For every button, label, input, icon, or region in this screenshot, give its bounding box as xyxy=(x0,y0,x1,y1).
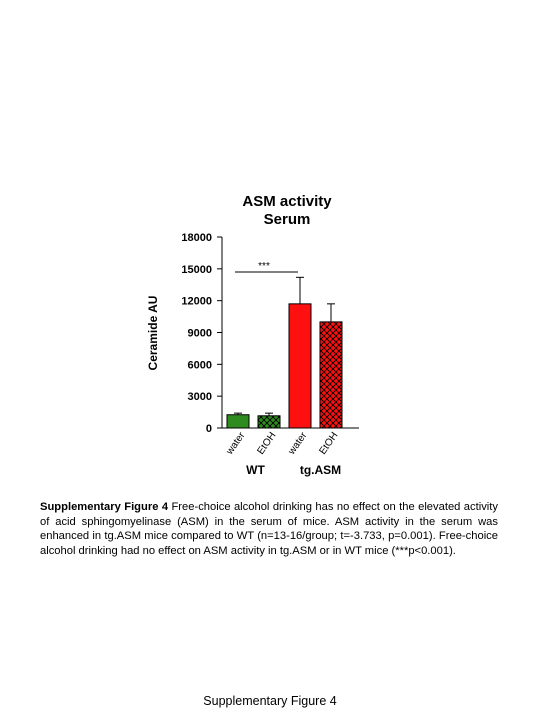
bar-water-tg-asm xyxy=(288,303,312,429)
caption-text: Free-choice alcohol drinking has no effe… xyxy=(40,501,498,557)
x-tick-label: EtOH xyxy=(317,430,340,456)
x-tick-label: water xyxy=(286,430,310,458)
x-tick-label: EtOH xyxy=(255,430,278,456)
y-tick-label: 0 xyxy=(206,423,212,435)
chart-title: ASM activity xyxy=(242,193,332,210)
bar-water-wt xyxy=(226,414,250,429)
y-tick-label: 9000 xyxy=(188,328,212,340)
chart-subtitle: Serum xyxy=(264,211,311,228)
caption-label: Supplementary Figure 4 xyxy=(40,501,169,513)
y-axis-label: Ceramide AU xyxy=(146,296,160,371)
y-tick-label: 6000 xyxy=(188,359,212,371)
x-tick-label: water xyxy=(224,430,248,458)
x-group-label: tg.ASM xyxy=(300,463,341,477)
y-tick-label: 12000 xyxy=(181,296,212,308)
figure-caption: Supplementary Figure 4 Free-choice alcoh… xyxy=(40,500,498,558)
page-footer: Supplementary Figure 4 xyxy=(203,694,337,708)
significance-label: *** xyxy=(258,261,270,272)
x-group-label: WT xyxy=(246,463,265,477)
bar-chart: ASM activity Serum Ceramide AU 0 3000 6000… xyxy=(146,193,359,477)
y-tick-label: 3000 xyxy=(188,391,212,403)
y-tick-label: 15000 xyxy=(181,264,212,276)
y-tick-label: 18000 xyxy=(181,232,212,244)
bar-etoh-tg-asm xyxy=(319,321,343,429)
bar-etoh-wt xyxy=(257,415,281,429)
